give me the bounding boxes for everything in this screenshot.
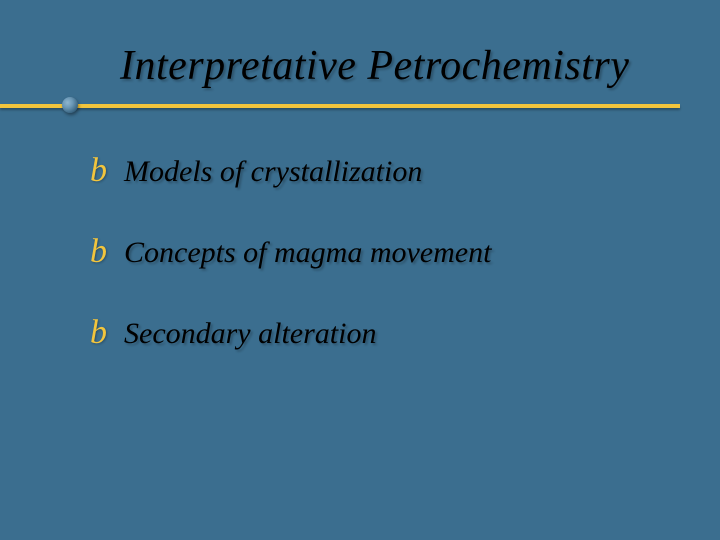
rule-line xyxy=(0,104,680,108)
rule-sphere-icon xyxy=(62,97,78,113)
list-item: b Models of crystallization xyxy=(90,154,660,189)
slide-title: Interpretative Petrochemistry xyxy=(120,42,660,90)
bullet-icon: b xyxy=(90,235,124,269)
list-item: b Secondary alteration xyxy=(90,316,660,351)
bullet-text: Secondary alteration xyxy=(124,317,376,351)
title-rule xyxy=(90,98,660,116)
bullet-text: Models of crystallization xyxy=(124,155,422,189)
bullet-icon: b xyxy=(90,316,124,350)
slide: Interpretative Petrochemistry b Models o… xyxy=(0,0,720,540)
bullet-list: b Models of crystallization b Concepts o… xyxy=(90,154,660,351)
bullet-icon: b xyxy=(90,154,124,188)
list-item: b Concepts of magma movement xyxy=(90,235,660,270)
bullet-text: Concepts of magma movement xyxy=(124,236,491,270)
